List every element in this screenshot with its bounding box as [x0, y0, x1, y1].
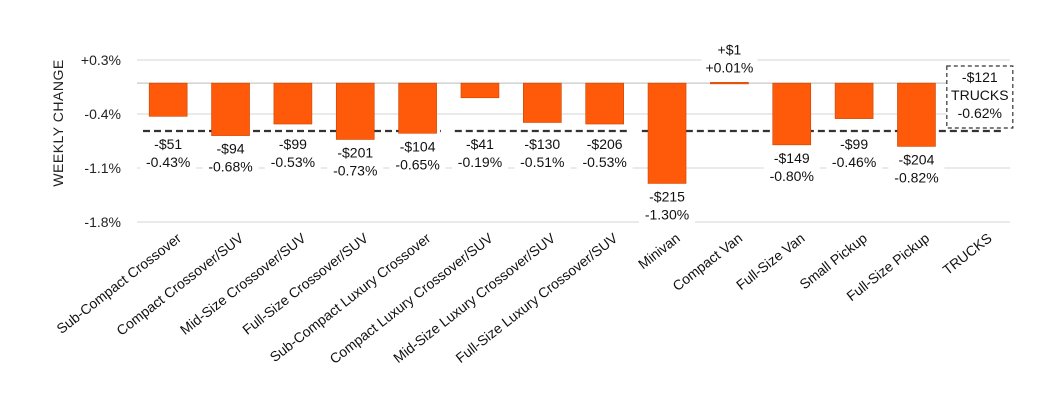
data-label-percent: -0.68% [208, 159, 252, 175]
data-label-dollar: -$94 [217, 141, 245, 157]
data-label-dollar: -$206 [587, 136, 623, 152]
bar [148, 82, 188, 117]
category-label: Minivan [635, 230, 683, 272]
data-label-percent: +0.01% [705, 59, 753, 75]
y-tick-label: -1.1% [84, 160, 121, 176]
y-axis-ticks: +0.3% -0.4% -1.1% -1.8% [81, 52, 121, 230]
data-label-percent: -0.46% [832, 154, 876, 170]
bar [335, 82, 375, 140]
bar [585, 82, 624, 125]
data-label-percent: -0.82% [894, 169, 938, 185]
data-label-percent: -0.51% [520, 154, 564, 170]
data-label-background [763, 148, 820, 187]
y-axis-title: WEEKLY CHANGE [50, 59, 66, 186]
callout-percent: -0.62% [958, 105, 1002, 121]
data-label-dollar: -$215 [649, 188, 685, 204]
data-label-background [826, 134, 883, 173]
trucks-callout: -$121 TRUCKS -0.62% [946, 65, 1014, 129]
bar [523, 82, 562, 123]
data-label-dollar: -$99 [279, 136, 307, 152]
data-label-dollar: -$201 [337, 144, 373, 160]
bar [398, 82, 437, 134]
bar [897, 82, 936, 147]
y-tick-label: -0.4% [84, 106, 121, 122]
data-label-percent: -1.30% [645, 206, 689, 222]
data-label-percent: -0.65% [395, 156, 439, 172]
y-tick-label: +0.3% [81, 52, 121, 68]
data-label-dollar: +$1 [718, 41, 742, 57]
data-label-background [888, 150, 945, 189]
data-label-dollar: -$130 [524, 136, 560, 152]
callout-dollar: -$121 [962, 69, 998, 85]
callout-name: TRUCKS [951, 87, 1009, 103]
bar [273, 82, 313, 125]
data-label-percent: -0.73% [333, 162, 377, 178]
data-label-dollar: -$104 [400, 138, 436, 154]
data-label-background [389, 137, 446, 176]
data-label-background [451, 134, 508, 173]
callout-box [946, 65, 1014, 129]
bar [460, 82, 500, 99]
data-label-percent: -0.80% [770, 168, 814, 184]
category-label: Compact Van [669, 230, 745, 294]
data-label-dollar: -$41 [466, 136, 494, 152]
data-label-dollar: -$204 [899, 151, 935, 167]
data-label-background [140, 134, 197, 173]
data-label-background [639, 187, 696, 226]
bars [148, 82, 936, 184]
bar [834, 82, 874, 119]
category-label: Full-Size Van [733, 230, 808, 293]
data-label-background [264, 134, 321, 173]
data-label-percent: -0.53% [582, 154, 626, 170]
data-labels: -$51 -0.43% -$94 -0.68% -$99 -0.53% -$201 -0.73… [140, 40, 945, 226]
y-tick-label: -1.8% [84, 214, 121, 230]
bar [211, 82, 250, 136]
data-label-dollar: -$99 [840, 136, 868, 152]
data-label-background [202, 139, 259, 178]
bar [710, 82, 749, 85]
category-label: TRUCKS [939, 230, 994, 278]
data-label-percent: -0.43% [146, 154, 190, 170]
bar [647, 82, 687, 184]
data-label-background [576, 134, 633, 173]
data-label-background [701, 40, 758, 79]
data-label-dollar: -$51 [154, 136, 182, 152]
bar [772, 82, 812, 146]
data-label-percent: -0.19% [458, 154, 502, 170]
data-label-dollar: -$149 [774, 150, 810, 166]
data-label-background [327, 143, 384, 182]
data-label-percent: -0.53% [271, 154, 315, 170]
data-label-background [514, 134, 571, 173]
